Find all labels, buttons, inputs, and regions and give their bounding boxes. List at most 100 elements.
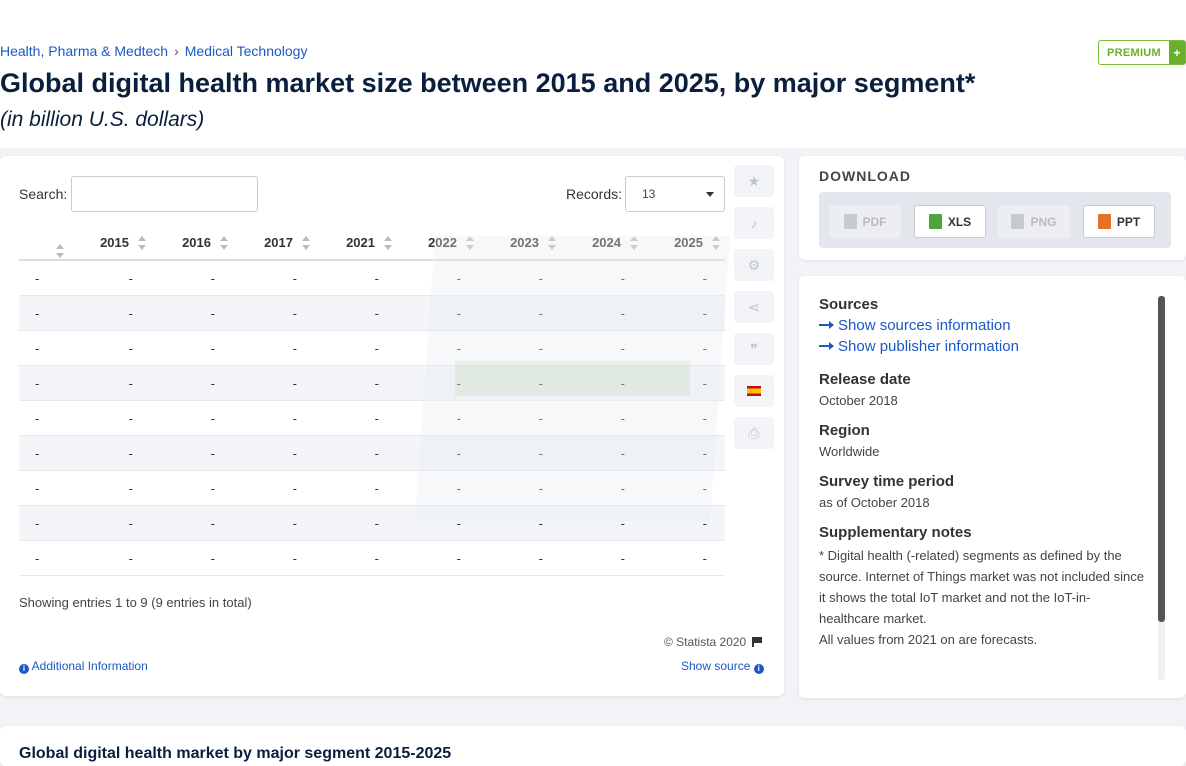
value-cell: -	[233, 446, 315, 461]
column-header-2022[interactable]: 2022	[397, 235, 479, 250]
search-input[interactable]	[71, 176, 258, 212]
table-row: ---------	[19, 366, 725, 401]
page-subtitle: (in billion U.S. dollars)	[0, 108, 204, 132]
value-cell: -	[643, 516, 725, 531]
supplementary-notes-heading: Supplementary notes	[819, 524, 1149, 541]
value-cell: -	[561, 306, 643, 321]
info-scrollbar[interactable]	[1158, 296, 1165, 680]
value-cell: -	[479, 271, 561, 286]
value-cell: -	[151, 516, 233, 531]
pdf-button[interactable]: PDF	[829, 205, 901, 238]
value-cell: -	[397, 551, 479, 566]
value-cell: -	[479, 551, 561, 566]
segment-cell: -	[19, 411, 69, 426]
arrow-right-icon	[819, 345, 833, 347]
es-flag-shape	[747, 386, 761, 396]
table-row: ---------	[19, 296, 725, 331]
value-cell: -	[69, 481, 151, 496]
xls-button[interactable]: XLS	[914, 205, 986, 238]
value-cell: -	[315, 551, 397, 566]
column-header-2021[interactable]: 2021	[315, 235, 397, 250]
value-cell: -	[233, 376, 315, 391]
value-cell: -	[69, 341, 151, 356]
scrollbar-thumb[interactable]	[1158, 296, 1165, 622]
xls-file-icon	[929, 214, 942, 229]
sources-heading: Sources	[819, 296, 1149, 313]
forecast-note: All values from 2021 on are forecasts.	[819, 629, 1149, 650]
breadcrumb-medtech[interactable]: Medical Technology	[185, 43, 308, 59]
release-date-heading: Release date	[819, 371, 1149, 388]
additional-info-link[interactable]: i Additional Information	[19, 659, 148, 674]
value-cell: -	[643, 551, 725, 566]
column-header-2016[interactable]: 2016	[151, 235, 233, 250]
spain-flag-icon[interactable]	[734, 375, 774, 407]
table-row: ---------	[19, 471, 725, 506]
plus-icon: +	[1169, 41, 1185, 64]
show-publisher-link[interactable]: Show publisher information	[819, 338, 1149, 355]
column-header-2024[interactable]: 2024	[561, 235, 643, 250]
column-header-2017[interactable]: 2017	[233, 235, 315, 250]
info-icon: i	[19, 664, 29, 674]
breadcrumb-separator: ›	[174, 43, 179, 59]
statistic-details: Sources Show sources information Show pu…	[819, 296, 1149, 650]
supplementary-notes: * Digital health (-related) segments as …	[819, 545, 1149, 629]
table-body: ----------------------------------------…	[19, 261, 725, 576]
segment-cell: -	[19, 516, 69, 531]
sort-icon	[220, 236, 228, 250]
table-row: ---------	[19, 541, 725, 576]
flag-icon	[752, 637, 762, 647]
value-cell: -	[151, 411, 233, 426]
search-label: Search:	[19, 186, 67, 202]
info-icon: i	[754, 664, 764, 674]
pdf-file-icon	[844, 214, 857, 229]
value-cell: -	[233, 411, 315, 426]
ppt-button[interactable]: PPT	[1083, 205, 1155, 238]
segment-cell: -	[19, 376, 69, 391]
quote-icon[interactable]: ❞	[734, 333, 774, 365]
value-cell: -	[151, 481, 233, 496]
star-icon[interactable]: ★	[734, 165, 774, 197]
premium-badge[interactable]: PREMIUM +	[1098, 40, 1186, 65]
gear-icon[interactable]: ⚙	[734, 249, 774, 281]
value-cell: -	[479, 341, 561, 356]
value-cell: -	[561, 376, 643, 391]
value-cell: -	[643, 481, 725, 496]
print-icon[interactable]: ⎙	[734, 417, 774, 449]
page-title: Global digital health market size betwee…	[0, 68, 975, 99]
value-cell: -	[151, 306, 233, 321]
segment-cell: -	[19, 306, 69, 321]
records-select[interactable]: 13	[625, 176, 725, 212]
value-cell: -	[233, 481, 315, 496]
breadcrumb-health[interactable]: Health, Pharma & Medtech	[0, 43, 168, 59]
table-row: ---------	[19, 506, 725, 541]
show-source-link[interactable]: Show source i	[681, 659, 764, 674]
segment-cell: -	[19, 481, 69, 496]
value-cell: -	[397, 306, 479, 321]
sort-icon	[548, 236, 556, 250]
value-cell: -	[561, 446, 643, 461]
png-file-icon	[1011, 214, 1024, 229]
column-header-2025[interactable]: 2025	[643, 235, 725, 250]
region-value: Worldwide	[819, 444, 1149, 459]
bell-icon[interactable]: ♪	[734, 207, 774, 239]
records-value: 13	[642, 187, 655, 201]
related-statistic-title[interactable]: Global digital health market by major se…	[19, 745, 451, 763]
sort-icon	[712, 236, 720, 250]
value-cell: -	[315, 481, 397, 496]
value-cell: -	[397, 376, 479, 391]
premium-label: PREMIUM	[1099, 41, 1169, 64]
value-cell: -	[479, 446, 561, 461]
png-button[interactable]: PNG	[998, 205, 1070, 238]
breadcrumb: Health, Pharma & Medtech › Medical Technol…	[0, 43, 307, 59]
value-cell: -	[561, 516, 643, 531]
copyright[interactable]: © Statista 2020	[664, 635, 762, 649]
column-header-2023[interactable]: 2023	[479, 235, 561, 250]
column-header-2015[interactable]: 2015	[69, 235, 151, 250]
sort-icon	[630, 236, 638, 250]
value-cell: -	[643, 446, 725, 461]
value-cell: -	[315, 341, 397, 356]
show-sources-link[interactable]: Show sources information	[819, 317, 1149, 334]
value-cell: -	[561, 271, 643, 286]
release-date-value: October 2018	[819, 393, 1149, 408]
share-icon[interactable]: ⋖	[734, 291, 774, 323]
